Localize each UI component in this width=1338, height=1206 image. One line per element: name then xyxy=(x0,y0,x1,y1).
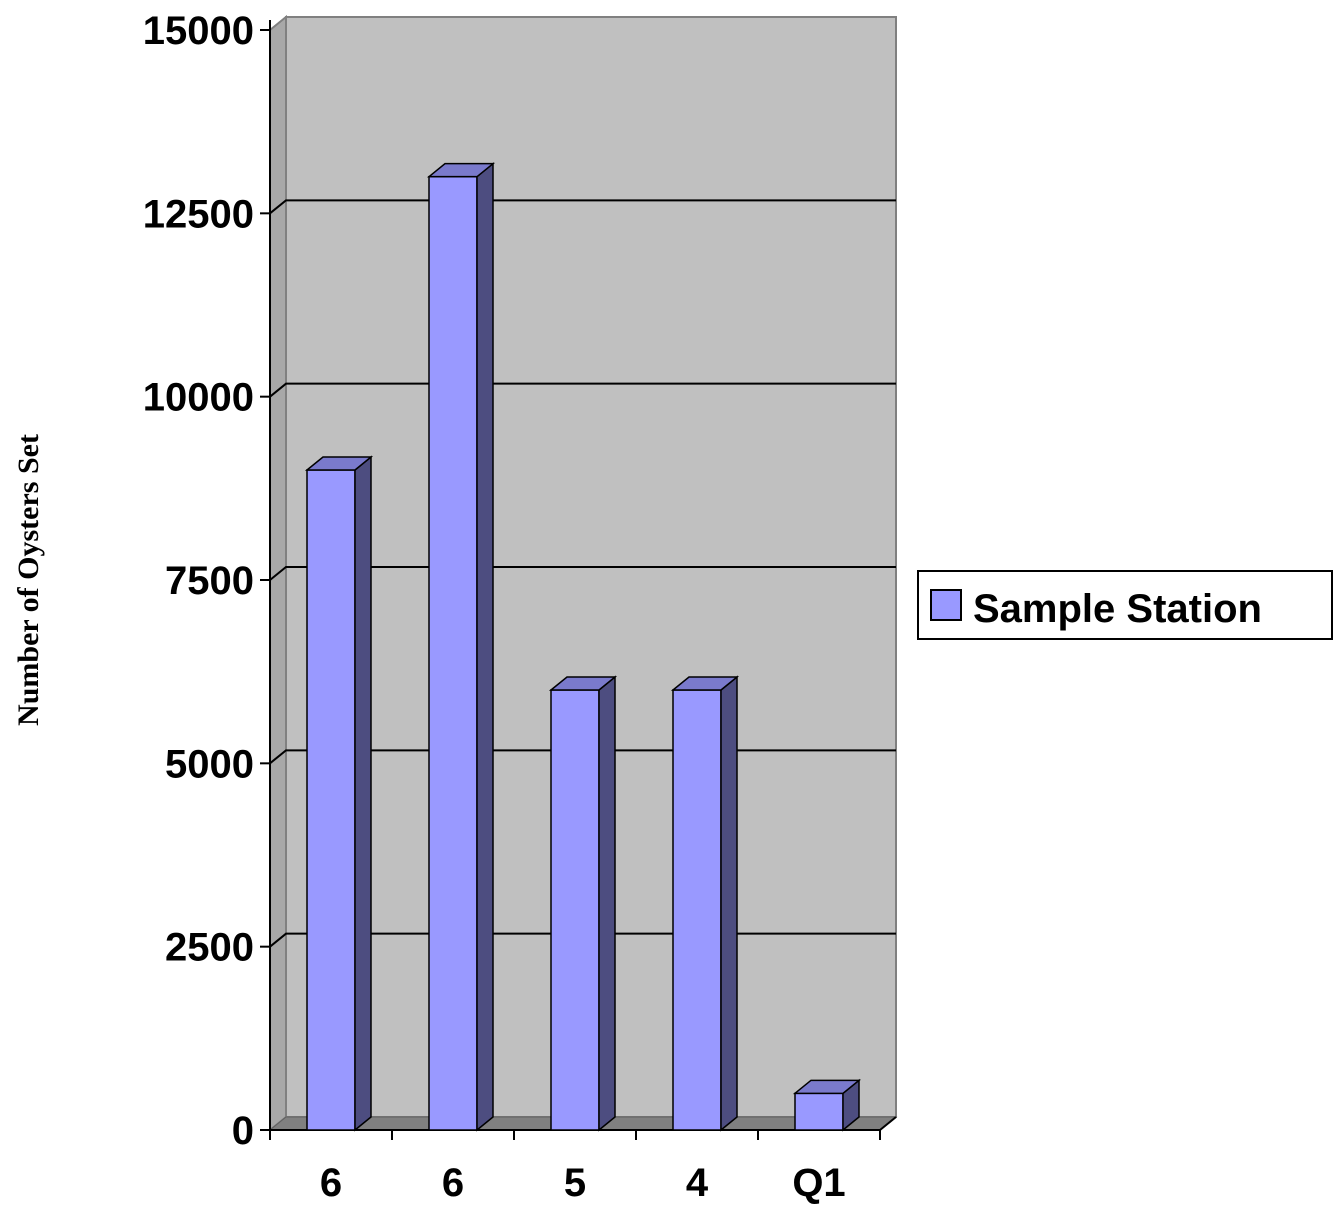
legend-swatch xyxy=(930,589,962,621)
y-tick-label: 5000 xyxy=(165,742,254,786)
x-tick-label: 6 xyxy=(320,1161,342,1205)
bar-front xyxy=(428,175,478,1131)
bar-side xyxy=(720,675,738,1132)
x-tick-label: 6 xyxy=(442,1161,464,1205)
bar-top xyxy=(426,162,496,178)
gridline xyxy=(269,566,896,581)
legend: Sample Station xyxy=(917,570,1333,640)
bar-side xyxy=(598,675,616,1132)
y-axis-label: Number of Oysters Set xyxy=(12,434,45,726)
y-tick-label: 2500 xyxy=(165,926,254,970)
y-tick-label: 10000 xyxy=(143,376,254,420)
x-tick-label: Q1 xyxy=(792,1161,845,1205)
bar-front xyxy=(672,689,722,1131)
y-tick-label: 15000 xyxy=(143,9,254,53)
x-tick-label: 4 xyxy=(686,1161,709,1205)
gridline xyxy=(269,382,896,398)
bar xyxy=(304,455,374,1132)
y-tick-label: 0 xyxy=(232,1109,254,1153)
bars xyxy=(304,162,862,1132)
bar xyxy=(792,1078,862,1132)
bar-side xyxy=(476,162,494,1132)
bar-top xyxy=(792,1079,862,1095)
x-tick-label: 5 xyxy=(564,1161,586,1205)
y-tick-labels: 0 2500 5000 7500 10000 12500 15000 xyxy=(143,9,254,1153)
bar xyxy=(426,162,496,1132)
x-tick-labels: 6 6 5 4 Q1 xyxy=(320,1161,846,1205)
bar-side xyxy=(354,455,372,1132)
y-tick-label: 12500 xyxy=(143,192,254,236)
bar-top xyxy=(670,676,740,691)
bar-front xyxy=(550,689,600,1131)
bar xyxy=(548,675,618,1132)
bar-top xyxy=(304,456,374,471)
bar-front xyxy=(306,469,356,1131)
legend-label: Sample Station xyxy=(973,587,1262,631)
bar-top xyxy=(548,676,618,691)
y-tick-label: 7500 xyxy=(165,559,254,603)
gridline xyxy=(269,199,896,215)
legend-box xyxy=(917,570,1333,640)
bar-front xyxy=(794,1092,844,1131)
bar xyxy=(670,675,740,1132)
